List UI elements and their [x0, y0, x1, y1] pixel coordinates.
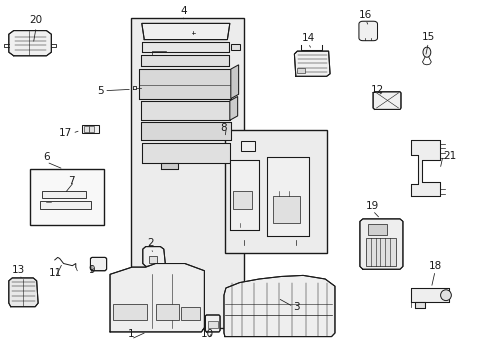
Polygon shape	[90, 257, 106, 271]
Polygon shape	[229, 160, 259, 230]
Polygon shape	[266, 157, 308, 236]
Text: 11: 11	[48, 268, 62, 278]
Ellipse shape	[422, 47, 430, 57]
Bar	[148, 256, 157, 263]
Polygon shape	[9, 278, 38, 307]
Ellipse shape	[440, 290, 450, 301]
Text: 4: 4	[180, 6, 186, 16]
Text: 10: 10	[201, 329, 214, 339]
Polygon shape	[139, 69, 230, 99]
Polygon shape	[414, 302, 425, 308]
Bar	[40, 201, 91, 209]
Polygon shape	[224, 275, 334, 337]
Bar	[224, 130, 326, 253]
Bar	[367, 224, 386, 235]
Text: 17: 17	[59, 128, 72, 138]
Text: 8: 8	[219, 123, 226, 133]
Bar	[181, 307, 199, 320]
Bar	[30, 169, 103, 225]
Bar	[272, 196, 299, 223]
Text: 13: 13	[12, 265, 25, 275]
Polygon shape	[142, 143, 229, 163]
Polygon shape	[141, 122, 230, 140]
Text: 15: 15	[421, 32, 434, 42]
Text: 6: 6	[43, 152, 50, 162]
Polygon shape	[142, 247, 165, 266]
Polygon shape	[141, 101, 229, 120]
Bar	[83, 126, 88, 132]
Text: 18: 18	[427, 261, 441, 271]
Text: 1: 1	[127, 329, 134, 339]
Polygon shape	[9, 31, 51, 56]
Polygon shape	[229, 96, 237, 120]
Text: 20: 20	[30, 15, 42, 25]
Polygon shape	[142, 42, 228, 52]
Text: 21: 21	[442, 150, 455, 161]
Bar	[113, 304, 146, 320]
Polygon shape	[372, 92, 400, 109]
Polygon shape	[142, 23, 229, 40]
Polygon shape	[294, 51, 329, 76]
Bar	[151, 271, 155, 274]
Bar	[41, 191, 85, 198]
Polygon shape	[410, 140, 439, 196]
Bar	[155, 304, 179, 320]
FancyBboxPatch shape	[358, 21, 377, 41]
Bar	[89, 126, 94, 132]
Text: 9: 9	[88, 265, 95, 275]
Bar	[297, 68, 305, 73]
Text: 12: 12	[370, 85, 384, 95]
Bar	[82, 125, 99, 133]
Polygon shape	[359, 219, 402, 269]
Text: 14: 14	[301, 33, 314, 43]
Bar	[131, 18, 243, 328]
Polygon shape	[410, 288, 448, 302]
Bar	[240, 141, 255, 151]
Text: 5: 5	[97, 86, 104, 96]
Bar	[232, 191, 252, 209]
Bar	[207, 321, 217, 328]
Polygon shape	[141, 55, 228, 66]
Polygon shape	[205, 315, 220, 332]
Text: 2: 2	[147, 238, 154, 248]
Polygon shape	[110, 264, 204, 332]
Polygon shape	[230, 65, 238, 99]
Bar	[230, 44, 239, 50]
Text: 7: 7	[67, 176, 74, 186]
Text: 16: 16	[358, 10, 372, 20]
Polygon shape	[161, 163, 178, 169]
Bar	[365, 238, 395, 266]
Text: 3: 3	[293, 302, 300, 312]
Text: 19: 19	[365, 201, 379, 211]
